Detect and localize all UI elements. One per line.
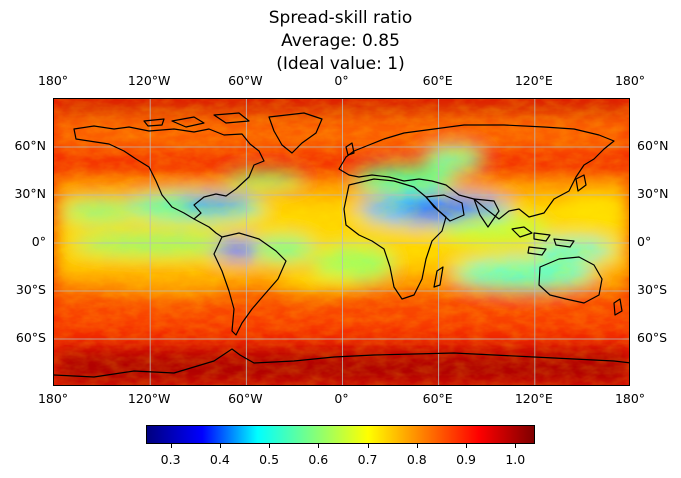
spread-skill-map	[53, 98, 630, 386]
lon-tick-label-bottom: 0°	[334, 391, 349, 406]
colorbar	[146, 425, 535, 444]
lon-tick-label-top: 120°W	[127, 73, 171, 88]
lat-tick-label-left: 30°N	[14, 186, 46, 201]
colorbar-tick-label: 0.8	[406, 452, 427, 467]
lon-tick-label-top: 120°E	[514, 73, 553, 88]
lon-tick-label-bottom: 180°	[614, 391, 646, 406]
lon-tick-label-bottom: 60°E	[422, 391, 453, 406]
colorbar-tick-mark	[466, 444, 468, 448]
colorbar-tick-mark	[269, 444, 271, 448]
lat-tick-label-right: 30°S	[637, 282, 668, 297]
lat-tick-label-right: 60°N	[637, 138, 669, 153]
colorbar-tick-label: 0.9	[456, 452, 477, 467]
colorbar-tick-mark	[318, 444, 320, 448]
lat-tick-label-left: 0°	[31, 234, 46, 249]
lon-tick-label-bottom: 180°	[37, 391, 69, 406]
lon-tick-label-top: 180°	[614, 73, 646, 88]
colorbar-tick-mark	[515, 444, 517, 448]
lat-tick-label-left: 60°N	[14, 138, 46, 153]
lat-tick-label-left: 60°S	[15, 330, 46, 345]
lon-tick-label-top: 60°W	[228, 73, 263, 88]
colorbar-tick-label: 0.5	[259, 452, 280, 467]
title-line-3: (Ideal value: 1)	[276, 54, 405, 74]
colorbar-tick-mark	[367, 444, 369, 448]
map-svg	[54, 99, 629, 385]
coastlines	[54, 112, 629, 378]
colorbar-tick-mark	[416, 444, 418, 448]
colorbar-tick-label: 0.6	[308, 452, 329, 467]
colorbar-tick-label: 1.0	[505, 452, 526, 467]
colorbar-tick-label: 0.3	[160, 452, 181, 467]
colorbar-tick-label: 0.7	[357, 452, 378, 467]
colorbar-tick-mark	[219, 444, 221, 448]
field-texture	[54, 99, 629, 385]
lon-tick-label-bottom: 120°W	[127, 391, 171, 406]
lon-tick-label-bottom: 60°W	[228, 391, 263, 406]
lon-tick-label-top: 180°	[37, 73, 69, 88]
lon-tick-label-top: 60°E	[422, 73, 453, 88]
lon-tick-label-top: 0°	[334, 73, 349, 88]
title-line-1: Spread-skill ratio	[268, 8, 413, 28]
gridlines	[54, 99, 629, 385]
colorbar-tick-mark	[170, 444, 172, 448]
lat-tick-label-right: 0°	[637, 234, 652, 249]
colorbar-tick-label: 0.4	[209, 452, 230, 467]
lon-tick-label-bottom: 120°E	[514, 391, 553, 406]
lat-tick-label-right: 30°N	[637, 186, 669, 201]
lat-tick-label-right: 60°S	[637, 330, 668, 345]
title-line-2: Average: 0.85	[281, 31, 400, 51]
lat-tick-label-left: 30°S	[15, 282, 46, 297]
